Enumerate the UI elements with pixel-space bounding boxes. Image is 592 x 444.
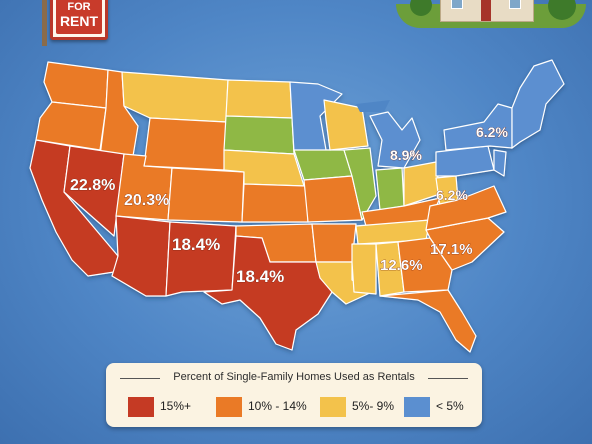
region-virginia	[425, 185, 507, 231]
legend-label: < 5%	[436, 399, 464, 413]
lake-superior	[356, 100, 390, 112]
region-michigan	[369, 111, 421, 169]
region-iowa	[293, 149, 353, 181]
region-minnesota	[289, 81, 343, 153]
window-icon	[509, 0, 521, 9]
tree-icon	[548, 0, 576, 20]
legend-swatch	[128, 397, 154, 417]
map-label-georgia: 12.6%	[380, 257, 423, 274]
region-montana	[121, 71, 229, 123]
region-arkansas	[311, 223, 357, 263]
region-texas	[203, 235, 333, 351]
map-label-new-mexico: 18.4%	[172, 235, 220, 254]
window-icon	[451, 0, 463, 9]
legend-label: 15%+	[160, 399, 192, 413]
map-label-virginia: 6.2%	[436, 187, 468, 203]
map-label-nevada: 22.8%	[70, 177, 115, 194]
region-nevada	[63, 145, 125, 237]
for-rent-sign-face: FOR RENT	[56, 0, 102, 34]
region-new-mexico	[165, 221, 237, 297]
map-label-carolinas: 17.1%	[430, 241, 473, 258]
region-new-jersey	[493, 149, 507, 177]
legend-title: Percent of Single-Family Homes Used as R…	[173, 371, 415, 383]
region-illinois	[343, 147, 377, 221]
region-mississippi	[351, 243, 377, 295]
region-florida	[379, 289, 477, 353]
region-pennsylvania	[435, 145, 495, 177]
region-georgia	[397, 237, 453, 293]
region-wyoming	[143, 117, 227, 171]
map-label-michigan: 8.9%	[390, 147, 422, 163]
region-arizona	[111, 215, 171, 297]
map-label-new-mexico-text: 18.4%	[172, 235, 220, 254]
region-oregon	[35, 101, 107, 151]
legend-label: 5%- 9%	[352, 399, 395, 413]
map-label-nevada-text: 22.8%	[70, 177, 115, 194]
tree-icon	[410, 0, 432, 16]
map-label-carolinas-text: 17.1%	[430, 241, 473, 258]
region-south-dakota	[223, 115, 295, 155]
legend-swatch	[216, 397, 242, 417]
map-label-texas-text: 18.4%	[236, 267, 284, 286]
region-wisconsin	[323, 99, 369, 151]
map-label-georgia-text: 12.6%	[380, 257, 423, 274]
map-label-utah: 20.3%	[124, 192, 169, 209]
region-washington	[43, 61, 109, 109]
map-legend: Percent of Single-Family Homes Used as R…	[106, 363, 482, 427]
region-colorado	[167, 167, 245, 223]
region-indiana	[375, 167, 405, 211]
map-label-new-england-text: 6.2%	[476, 124, 508, 140]
legend-swatch	[404, 397, 430, 417]
legend-label: 10% - 14%	[248, 399, 307, 413]
region-north-dakota	[225, 79, 293, 119]
map-label-michigan-text: 8.9%	[390, 147, 422, 163]
map-label-texas: 18.4%	[236, 267, 284, 286]
sign-line-2: RENT	[59, 13, 99, 29]
legend-rule-right	[428, 378, 468, 379]
sign-post	[42, 0, 47, 46]
map-label-virginia-text: 6.2%	[436, 187, 468, 203]
for-rent-sign: FOR RENT	[50, 0, 108, 40]
legend-swatch	[320, 397, 346, 417]
region-new-england	[511, 59, 565, 149]
house-icon	[440, 0, 534, 22]
sign-line-1: FOR	[67, 1, 91, 13]
map-label-new-england: 6.2%	[476, 124, 508, 140]
region-kansas	[241, 183, 309, 223]
map-label-utah-text: 20.3%	[124, 192, 169, 209]
legend-rule-left	[120, 378, 160, 379]
door-icon	[481, 0, 491, 21]
